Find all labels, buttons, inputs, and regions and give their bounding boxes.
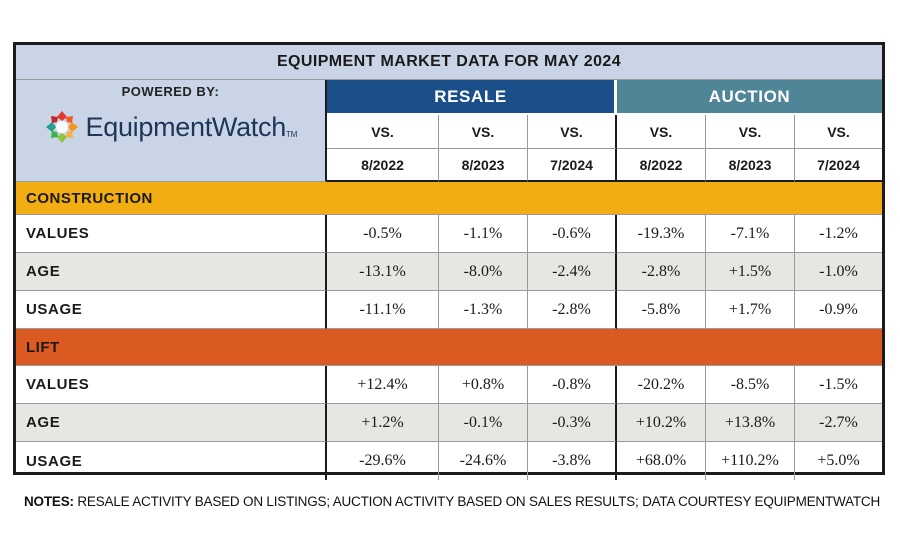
column-date-label: 8/2022 [327,149,439,182]
table-cell: -0.8% [528,366,617,404]
table-cell: +68.0% [617,442,706,480]
table-cell: +0.8% [439,366,528,404]
table-cell: -2.4% [528,253,617,291]
column-date-label: 8/2023 [706,149,795,182]
table-cell: -19.3% [617,215,706,253]
table-cell: +1.2% [327,404,439,442]
table-cell: -0.1% [439,404,528,442]
table-cell: +110.2% [706,442,795,480]
column-date-label: 7/2024 [528,149,617,182]
row-label: AGE [16,404,327,442]
column-date-label: 8/2022 [617,149,706,182]
column-vs-label: VS. [327,115,439,149]
table-cell: +1.7% [706,291,795,329]
resale-group-header: RESALE [327,80,617,115]
table-cell: -1.1% [439,215,528,253]
column-date-label: 7/2024 [795,149,882,182]
column-vs-label: VS. [617,115,706,149]
table-cell: +10.2% [617,404,706,442]
footnote: NOTES: RESALE ACTIVITY BASED ON LISTINGS… [24,494,884,509]
row-label: USAGE [16,442,327,480]
table-cell: -20.2% [617,366,706,404]
column-vs-label: VS. [439,115,528,149]
table-cell: -1.0% [795,253,882,291]
table-cell: +5.0% [817,452,860,469]
table-cell: -3.8% [528,442,617,480]
logo-wordmark: EquipmentWatch [85,111,287,142]
table-cell: -0.9% [795,291,882,329]
table-cell: -2.8% [528,291,617,329]
section-header-lift: LIFT [16,329,882,366]
table-title: EQUIPMENT MARKET DATA FOR MAY 2024 [16,45,882,80]
table-cell: -13.1% [327,253,439,291]
table-cell: -1.2% [795,215,882,253]
row-label: VALUES [16,215,327,253]
column-vs-label: VS. [528,115,617,149]
table-cell: -1.5% [795,366,882,404]
row-label: VALUES [16,366,327,404]
table-cell: -8.5% [706,366,795,404]
footnote-label: NOTES: [24,494,74,509]
column-date-label: 8/2023 [439,149,528,182]
table-cell: -0.3% [528,404,617,442]
equipmentwatch-logo: EquipmentWatch TM [44,109,298,145]
column-vs-label: VS. [795,115,882,149]
table-cell: -29.6% [327,442,439,480]
table-cell: +1.5% [706,253,795,291]
brand-block: POWERED BY: EquipmentWatch [16,80,327,182]
table-cell: +12.4% [327,366,439,404]
powered-by-label: POWERED BY: [121,84,220,99]
logo-trademark: TM [285,130,298,139]
row-label: AGE [16,253,327,291]
table-cell: -0.6% [528,215,617,253]
table-cell: -8.0% [439,253,528,291]
auction-group-header: AUCTION [617,80,882,115]
table-cell: -2.8% [617,253,706,291]
table-cell: -2.7% [795,404,882,442]
table-cell: -5.8% [617,291,706,329]
market-data-table: EQUIPMENT MARKET DATA FOR MAY 2024 POWER… [13,42,885,480]
table-cell: -7.1% [706,215,795,253]
section-header-construction: CONSTRUCTION [16,182,882,215]
table-cell: -0.5% [327,215,439,253]
table-cell: -1.3% [439,291,528,329]
table-grid: EQUIPMENT MARKET DATA FOR MAY 2024 POWER… [16,45,882,480]
column-vs-label: VS. [706,115,795,149]
footnote-text: RESALE ACTIVITY BASED ON LISTINGS; AUCTI… [73,494,880,509]
row-label: USAGE [16,291,327,329]
gear-logo-icon [45,111,78,143]
table-cell: +13.8% [706,404,795,442]
table-cell: -24.6% [439,442,528,480]
table-cell: -11.1% [327,291,439,329]
